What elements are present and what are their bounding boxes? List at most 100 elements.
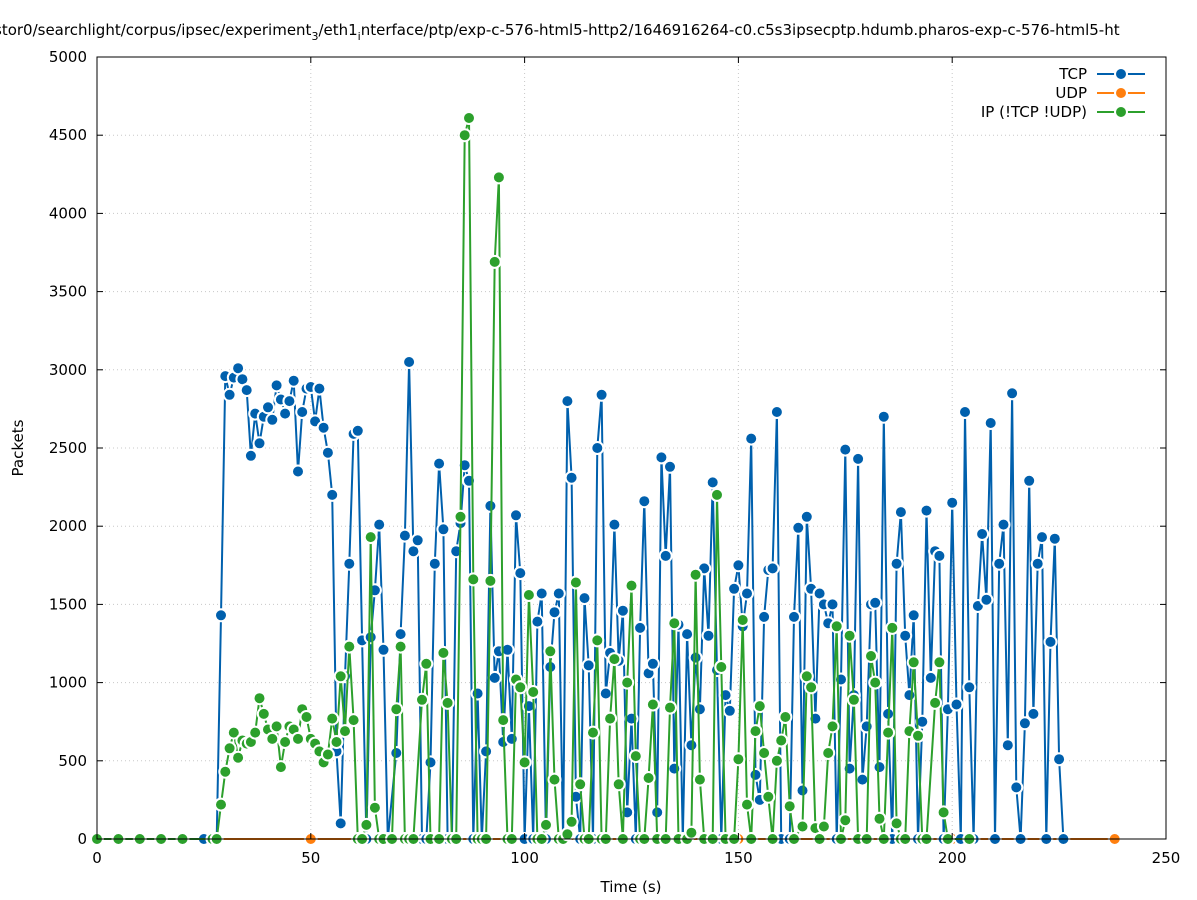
data-point-tcp <box>842 761 857 776</box>
data-point-tcp <box>564 470 579 485</box>
data-point-tcp <box>748 767 763 782</box>
data-point-tcp <box>757 609 772 624</box>
data-point-tcp <box>1030 556 1045 571</box>
data-point-ip <box>868 675 883 690</box>
data-point-tcp <box>598 686 613 701</box>
data-point-tcp <box>312 381 327 396</box>
data-point-ip <box>568 575 583 590</box>
y-tick-label: 3000 <box>49 361 87 379</box>
data-point-ip <box>590 633 605 648</box>
data-point-ip <box>218 764 233 779</box>
y-tick-label: 5000 <box>49 48 87 66</box>
data-point-ip <box>419 656 434 671</box>
data-point-tcp <box>975 527 990 541</box>
data-point-ip <box>320 747 335 762</box>
data-point-tcp <box>791 520 806 535</box>
data-point-tcp <box>658 548 673 563</box>
data-point-ip <box>607 652 622 667</box>
data-point-ip <box>928 695 943 710</box>
data-point-tcp <box>684 738 699 753</box>
data-point-tcp <box>427 556 442 571</box>
data-point-tcp <box>239 383 254 398</box>
data-point-ip <box>838 813 853 828</box>
data-point-tcp <box>243 448 258 463</box>
data-point-tcp <box>633 620 648 635</box>
data-point-ip <box>906 655 921 670</box>
data-point-ip <box>466 572 481 587</box>
data-point-ip <box>483 573 498 588</box>
chart-title-sub1: 3 <box>311 30 318 43</box>
chart-title-suffix: nterface/ptp/exp-c-576-html5-http2/16469… <box>361 21 1120 39</box>
data-point-ip <box>748 724 763 739</box>
data-point-ip <box>821 746 836 760</box>
data-point-ip <box>487 254 502 269</box>
data-point-ip <box>731 752 746 767</box>
data-point-tcp <box>851 451 866 466</box>
data-point-ip <box>641 771 656 785</box>
data-point-tcp <box>393 627 408 642</box>
data-point-ip <box>872 811 887 826</box>
data-point-tcp <box>889 556 904 571</box>
data-point-ip <box>539 817 553 832</box>
data-point-tcp <box>705 475 720 490</box>
data-point-ip <box>252 691 267 706</box>
data-point-ip <box>231 750 246 765</box>
data-point-ip <box>333 669 348 684</box>
data-point-ip <box>692 772 707 787</box>
data-point-tcp <box>265 412 280 427</box>
data-point-tcp <box>350 423 365 438</box>
data-point-ip <box>226 725 241 740</box>
data-point-tcp <box>688 650 703 665</box>
data-point-tcp <box>423 755 438 770</box>
y-tick-label: 2000 <box>49 517 87 535</box>
data-point-tcp <box>410 533 425 548</box>
data-point-ip <box>825 719 840 734</box>
data-point-tcp <box>252 436 267 451</box>
data-point-tcp <box>859 719 874 734</box>
data-point-tcp <box>590 441 605 455</box>
data-point-tcp <box>744 431 759 446</box>
data-point-tcp <box>923 670 938 685</box>
data-point-ip <box>560 827 575 842</box>
chart-title-sub2: i <box>358 30 361 43</box>
data-point-tcp <box>680 627 695 642</box>
data-point-tcp <box>479 744 494 759</box>
data-point-ip <box>911 728 925 743</box>
x-tick-label: 100 <box>510 849 539 867</box>
data-point-tcp <box>291 464 305 479</box>
legend-label: IP (!TCP !UDP) <box>981 103 1087 121</box>
data-point-tcp <box>949 697 964 712</box>
data-point-tcp <box>261 400 275 415</box>
y-tick-label: 2500 <box>49 439 87 457</box>
data-point-ip <box>624 578 639 593</box>
data-point-tcp <box>945 495 960 510</box>
data-point-tcp <box>432 456 447 471</box>
data-point-ip <box>248 725 263 740</box>
data-point-tcp <box>607 517 622 532</box>
data-point-ip <box>620 675 635 690</box>
data-point-tcp <box>1009 780 1024 795</box>
data-point-ip <box>214 797 228 812</box>
data-point-ip <box>440 695 455 710</box>
x-tick-label: 250 <box>1152 849 1181 867</box>
data-point-tcp <box>838 442 853 457</box>
data-point-ip <box>761 789 776 804</box>
data-point-tcp <box>363 630 378 645</box>
data-point-ip <box>714 660 729 674</box>
data-point-tcp <box>1047 531 1062 546</box>
data-point-ip <box>526 685 541 699</box>
data-point-tcp <box>654 450 669 465</box>
data-point-tcp <box>316 420 331 435</box>
data-point-ip <box>846 692 861 707</box>
data-point-tcp <box>286 373 301 388</box>
data-point-tcp <box>667 761 682 776</box>
data-point-ip <box>517 755 532 770</box>
chart-title: stor0/searchlight/corpus/ipsec/experimen… <box>0 21 1120 43</box>
data-point-ip <box>462 111 476 125</box>
data-point-tcp <box>769 405 784 419</box>
data-point-ip <box>265 731 280 746</box>
data-point-ip <box>611 777 626 792</box>
legend-marker <box>1114 105 1128 119</box>
data-point-ip <box>256 706 271 721</box>
data-point-tcp <box>1017 716 1032 731</box>
